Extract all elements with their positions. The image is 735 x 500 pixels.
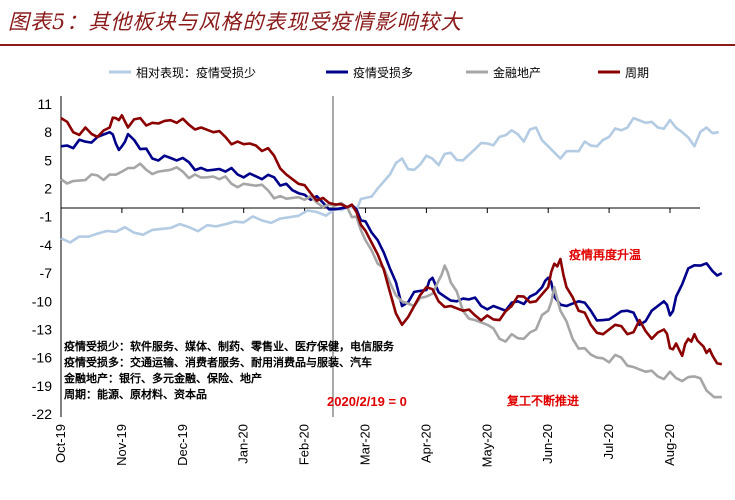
page-title: 图表5：其他板块与风格的表现受疫情影响较大 xyxy=(8,10,463,34)
note-more-affected: 疫情受损多：交通运输、消费者服务、耐用消费品与服装、汽车 xyxy=(64,355,372,369)
legend-label-more-affected: 疫情受损多 xyxy=(353,65,413,80)
notes: 疫情受损少：软件服务、媒体、制药、零售业、医疗保健，电信服务 疫情受损多：交通运… xyxy=(63,339,395,401)
y-tick-label: 8 xyxy=(44,124,52,140)
legend: 相对表现：疫情受损少 疫情受损多 金融地产 周期 xyxy=(109,65,649,80)
annotation-resurgence: 疫情再度升温 xyxy=(569,247,641,262)
y-tick-label: -1 xyxy=(40,209,53,225)
y-tick-label: 5 xyxy=(44,152,52,168)
series-less-affected xyxy=(60,116,719,244)
note-less-affected: 疫情受损少：软件服务、媒体、制药、零售业、医疗保健，电信服务 xyxy=(64,339,395,353)
legend-label-cyclicals: 周期 xyxy=(625,66,649,80)
y-tick-label: 11 xyxy=(37,96,52,112)
y-ticks: 11 8 5 2 -1 -4 -7 -10 -13 -16 -19 -22 xyxy=(32,96,52,422)
series-financials xyxy=(60,162,722,399)
x-tick-label: Mar-20 xyxy=(358,424,373,465)
x-tick-label: Feb-20 xyxy=(297,424,312,465)
y-tick-label: -22 xyxy=(32,406,52,422)
x-tick-label: Aug-20 xyxy=(662,424,677,466)
annotation-resumption: 复工不断推进 xyxy=(506,393,579,408)
x-ticks: Oct-19 Nov-19 Dec-19 Jan-20 Feb-20 Mar-20 Apr-… xyxy=(53,208,677,467)
y-tick-label: -7 xyxy=(40,265,53,281)
x-tick-label: Oct-19 xyxy=(53,424,68,463)
x-tick-label: Nov-19 xyxy=(114,424,129,466)
y-tick-label: 2 xyxy=(44,181,52,197)
x-tick-label: Apr-20 xyxy=(418,424,433,463)
y-tick-label: -13 xyxy=(32,321,52,337)
x-tick-label: May-20 xyxy=(479,424,494,467)
axes: 11 8 5 2 -1 -4 -7 -10 -13 -16 -19 -22 Oct-19 Nov-19 D… xyxy=(32,96,700,467)
legend-label-less-affected: 相对表现：疫情受损少 xyxy=(136,65,256,80)
y-tick-label: -10 xyxy=(32,293,52,309)
x-tick-label: Jan-20 xyxy=(236,424,251,464)
y-tick-label: -4 xyxy=(40,237,53,253)
x-tick-label: Jun-20 xyxy=(540,424,555,464)
series-more-affected xyxy=(60,130,723,327)
annotation-base-date: 2020/2/19 = 0 xyxy=(327,394,407,409)
note-financials: 金融地产：银行、多元金融、保险、地产 xyxy=(63,371,262,385)
x-tick-label: Jul-20 xyxy=(601,424,616,459)
title-divider xyxy=(0,44,735,46)
y-tick-label: -19 xyxy=(32,378,52,394)
y-tick-label: -16 xyxy=(32,350,52,366)
legend-label-financials: 金融地产 xyxy=(493,65,541,80)
note-cyclicals: 周期：能源、原材料、资本品 xyxy=(64,387,207,401)
plot-area xyxy=(60,114,723,399)
x-tick-label: Dec-19 xyxy=(175,424,190,466)
series-cyclicals xyxy=(60,114,723,366)
